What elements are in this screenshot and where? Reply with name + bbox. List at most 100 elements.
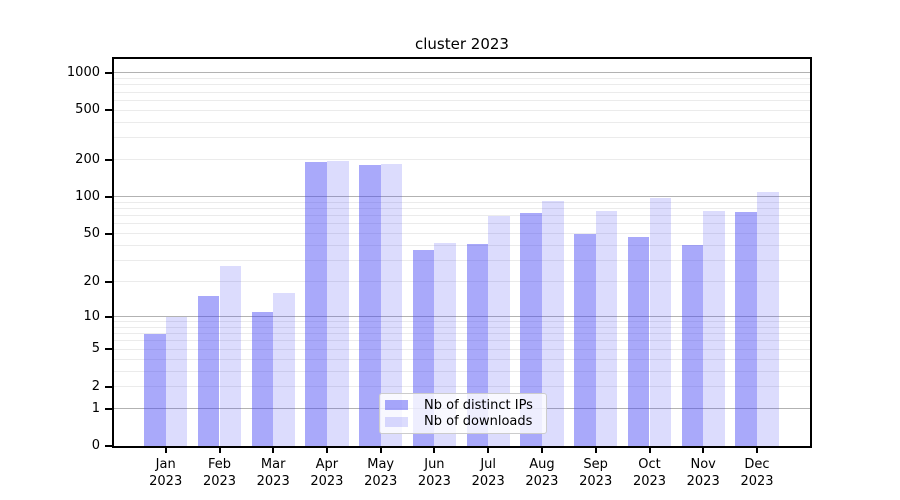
x-tick-mark (325, 448, 328, 453)
gridline-minor (114, 109, 810, 111)
bar (165, 316, 188, 446)
gridline-minor (114, 321, 810, 323)
gridline-minor (114, 159, 810, 160)
x-tick-label: Nov 2023 (686, 457, 720, 489)
y-tick-label: 1000 (66, 64, 100, 80)
y-tick-mark (105, 109, 112, 112)
x-tick-mark (756, 448, 758, 453)
x-tick-mark (379, 448, 382, 453)
y-tick-mark (105, 195, 112, 198)
gridline-minor (114, 84, 810, 86)
x-tick-mark (272, 448, 275, 453)
x-tick-mark (702, 448, 705, 453)
y-tick-mark (105, 232, 112, 235)
x-tick-label: Oct 2023 (632, 457, 667, 489)
y-tick-mark (105, 348, 112, 351)
legend-swatch (385, 400, 408, 411)
x-tick-mark (540, 448, 543, 453)
x-tick-mark (433, 448, 436, 453)
x-tick-mark (164, 448, 167, 453)
y-tick-mark (105, 315, 112, 318)
bar (219, 266, 242, 446)
bar (574, 233, 596, 446)
legend-item: Nb of distinct IPs (380, 398, 546, 413)
gridline-minor (114, 281, 810, 282)
gridline-minor (114, 326, 810, 328)
bar (359, 165, 381, 446)
bar (197, 296, 220, 446)
bar (380, 163, 403, 446)
y-tick-mark (105, 158, 112, 161)
y-tick-label: 1 (91, 400, 100, 416)
y-tick-label: 200 (75, 151, 100, 167)
bar (251, 311, 274, 446)
legend-item-label: Nb of downloads (424, 414, 533, 430)
x-tick-label: Feb 2023 (202, 457, 237, 489)
x-tick-mark (218, 448, 221, 453)
gridline-minor (114, 386, 810, 388)
gridline-minor (114, 340, 810, 342)
gridline-minor (114, 201, 810, 203)
bar (681, 245, 704, 446)
gridline-minor (114, 333, 810, 335)
gridline-minor (114, 77, 810, 79)
y-tick-mark (105, 280, 112, 283)
x-tick-label: Jan 2023 (149, 457, 183, 489)
gridline-minor (114, 91, 810, 93)
gridline-minor (114, 137, 810, 139)
bar (627, 236, 650, 446)
gridline-major (114, 316, 810, 317)
legend: Nb of distinct IPs Nb of downloads (379, 393, 547, 434)
y-tick-mark (105, 445, 112, 447)
bar (305, 162, 327, 446)
gridline-minor (114, 260, 810, 261)
y-tick-mark (105, 71, 112, 74)
legend-item: Nb of downloads (380, 414, 546, 429)
bar (595, 210, 618, 446)
gridline-minor (114, 215, 810, 217)
gridline-major (114, 72, 810, 74)
x-tick-label: Jul 2023 (471, 457, 505, 489)
x-tick-mark (487, 448, 490, 453)
y-tick-mark (105, 407, 112, 410)
x-tick-label: Mar 2023 (256, 457, 290, 489)
legend-swatch (385, 416, 408, 427)
bar (649, 198, 672, 446)
bar (488, 215, 510, 446)
y-tick-label: 500 (75, 102, 100, 118)
bar (703, 210, 725, 446)
gridline-minor (114, 370, 810, 372)
legend-item-label: Nb of distinct IPs (424, 397, 533, 413)
bar (757, 191, 779, 446)
gridline-minor (114, 358, 810, 360)
y-tick-label: 100 (75, 188, 100, 204)
bar (735, 212, 757, 446)
y-tick-label: 5 (91, 341, 100, 357)
plot-area: 1000 500 200 100 50 20 10 5 2 1 0 Jan 2023 Feb 2023… (67, 57, 812, 489)
bar (144, 333, 166, 446)
y-tick-mark (105, 385, 112, 388)
gridline-minor (114, 208, 810, 210)
bar (273, 292, 295, 446)
gridline-minor (114, 348, 810, 350)
y-tick-label: 0 (91, 438, 100, 453)
x-tick-label: Apr 2023 (310, 457, 344, 489)
y-tick-label: 50 (83, 225, 100, 241)
gridline-minor (114, 121, 810, 123)
x-tick-label: Jun 2023 (417, 457, 451, 489)
x-tick-label: Dec 2023 (740, 457, 774, 489)
bar (520, 212, 542, 446)
gridline-minor (114, 99, 810, 101)
bar (326, 160, 349, 446)
y-tick-label: 20 (83, 273, 100, 289)
y-tick-label: 2 (91, 378, 100, 394)
x-tick-mark (594, 448, 597, 453)
x-tick-label: May 2023 (364, 457, 398, 489)
bar (541, 201, 564, 446)
gridline-major (114, 196, 810, 198)
chart-title: cluster 2023 (415, 35, 509, 53)
x-tick-mark (648, 448, 651, 453)
x-tick-label: Sep 2023 (579, 457, 613, 489)
y-tick-label: 10 (83, 308, 100, 324)
